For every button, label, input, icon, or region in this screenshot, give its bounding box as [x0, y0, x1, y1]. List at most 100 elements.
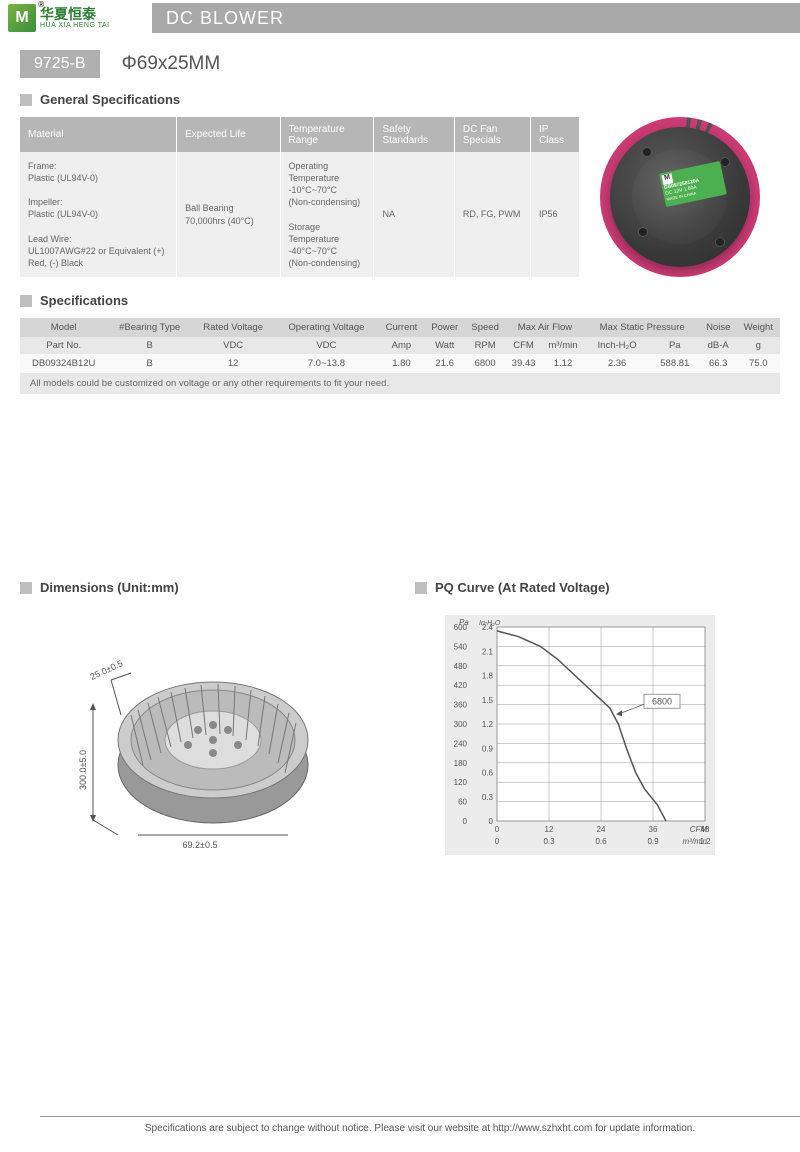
svg-text:0: 0	[495, 825, 500, 834]
spec-h1-9: Max Static Pressure	[584, 318, 699, 337]
dim-d2: 300.0±5.0	[77, 750, 87, 790]
svg-text:0.9: 0.9	[482, 744, 494, 753]
gen-td-life: Ball Bearing 70,000hrs (40°C)	[177, 152, 280, 277]
gen-th-life: Expected Life	[177, 117, 280, 152]
logo-en: HUA XIA HENG TAI	[40, 22, 110, 29]
gen-th-specials: DC Fan Specials	[454, 117, 530, 152]
spec-h2-9: Inch-H₂O	[584, 337, 649, 354]
screw-icon	[642, 147, 652, 157]
section-mark-icon	[415, 582, 427, 594]
spec-h2-2: VDC	[192, 337, 275, 354]
gen-td-safety: NA	[374, 152, 454, 277]
spec-td-5: 21.6	[425, 354, 465, 373]
spec-h2-0: Part No.	[20, 337, 107, 354]
svg-text:240: 240	[454, 739, 468, 748]
section-dim-head: Dimensions (Unit:mm)	[20, 580, 385, 595]
model-row: 9725-B Φ69x25MM	[20, 50, 780, 78]
screw-icon	[720, 157, 730, 167]
spec-note: All models could be customized on voltag…	[20, 373, 780, 394]
general-table: Material Expected Life Temperature Range…	[20, 117, 580, 277]
spec-td-9: 2.36	[584, 354, 649, 373]
spec-h1-1: #Bearing Type	[107, 318, 191, 337]
spec-table: Model #Bearing Type Rated Voltage Operat…	[20, 318, 780, 373]
spec-td-11: 66.3	[700, 354, 737, 373]
gen-td-material: Frame: Plastic (UL94V-0) Impeller: Plast…	[20, 152, 177, 277]
spec-td-3: 7.0~13.8	[274, 354, 378, 373]
svg-text:0: 0	[489, 817, 494, 826]
model-badge: 9725-B	[20, 50, 100, 78]
logo-cn: 华夏恒泰	[40, 7, 110, 21]
svg-text:0.9: 0.9	[647, 837, 659, 846]
section-general-head: General Specifications	[20, 92, 780, 107]
spec-h2-6: RPM	[465, 337, 506, 354]
spec-h1-4: Current	[378, 318, 424, 337]
spec-h1-3: Operating Voltage	[274, 318, 378, 337]
svg-text:0.3: 0.3	[482, 793, 494, 802]
footer-text: Specifications are subject to change wit…	[40, 1116, 800, 1134]
spec-h1-7: Max Air Flow	[506, 318, 585, 337]
spec-h2-3: VDC	[274, 337, 378, 354]
svg-text:1.5: 1.5	[482, 696, 494, 705]
screw-icon	[715, 237, 725, 247]
svg-text:0.6: 0.6	[482, 769, 494, 778]
svg-text:m³/min: m³/min	[683, 837, 708, 846]
spec-h2-7: CFM	[506, 337, 542, 354]
spec-td-7: 39.43	[506, 354, 542, 373]
spec-td-6: 6800	[465, 354, 506, 373]
spec-h2-4: Amp	[378, 337, 424, 354]
svg-text:24: 24	[597, 825, 606, 834]
svg-text:180: 180	[454, 759, 468, 768]
svg-text:12: 12	[545, 825, 554, 834]
section-pq-title: PQ Curve (At Rated Voltage)	[435, 580, 610, 595]
section-pq-head: PQ Curve (At Rated Voltage)	[415, 580, 780, 595]
svg-text:60: 60	[458, 798, 467, 807]
spec-h2-10: Pa	[650, 337, 700, 354]
header: M 华夏恒泰 HUA XIA HENG TAI DC BLOWER	[0, 0, 800, 36]
spec-td-4: 1.80	[378, 354, 424, 373]
svg-text:0.6: 0.6	[595, 837, 607, 846]
section-specs-title: Specifications	[40, 293, 128, 308]
svg-text:36: 36	[649, 825, 658, 834]
section-mark-icon	[20, 295, 32, 307]
svg-text:6800: 6800	[652, 696, 672, 706]
svg-text:120: 120	[454, 778, 468, 787]
spec-h2-12: g	[737, 337, 780, 354]
spec-h1-11: Noise	[700, 318, 737, 337]
svg-text:300: 300	[454, 720, 468, 729]
general-row: Material Expected Life Temperature Range…	[20, 117, 780, 277]
pq-chart-svg: 6005404804203603002401801206002.42.11.81…	[445, 615, 715, 855]
gen-th-ip: IP Class	[531, 117, 580, 152]
spec-td-0: DB09324B12U	[20, 354, 107, 373]
svg-text:0: 0	[463, 817, 468, 826]
gen-td-temp: Operating Temperature -10°C~70°C (Non-co…	[280, 152, 374, 277]
spec-h2-5: Watt	[425, 337, 465, 354]
section-dim-title: Dimensions (Unit:mm)	[40, 580, 179, 595]
screw-icon	[638, 227, 648, 237]
logo: M 华夏恒泰 HUA XIA HENG TAI	[0, 4, 152, 32]
spec-h2-11: dB-A	[700, 337, 737, 354]
dim-d3: 69.2±0.5	[183, 840, 218, 850]
logo-mark-icon: M	[8, 4, 36, 32]
spec-h1-2: Rated Voltage	[192, 318, 275, 337]
svg-text:2.1: 2.1	[482, 647, 494, 656]
spec-td-8: 1.12	[542, 354, 585, 373]
spec-td-2: 12	[192, 354, 275, 373]
svg-text:420: 420	[454, 681, 468, 690]
header-title: DC BLOWER	[152, 3, 800, 33]
svg-text:1.2: 1.2	[482, 720, 494, 729]
svg-text:CFM: CFM	[690, 825, 708, 834]
spec-h2-1: B	[107, 337, 191, 354]
spec-h1-0: Model	[20, 318, 107, 337]
dimension-drawing: 25.0±0.5 300.0±5.0 69.2±0.5	[63, 625, 343, 865]
fan-iso-icon	[63, 625, 343, 865]
svg-text:0: 0	[495, 837, 500, 846]
svg-text:0.3: 0.3	[543, 837, 555, 846]
section-specs-head: Specifications	[20, 293, 780, 308]
gen-td-ip: IP56	[531, 152, 580, 277]
gen-th-temp: Temperature Range	[280, 117, 374, 152]
svg-text:360: 360	[454, 701, 468, 710]
spec-h1-12: Weight	[737, 318, 780, 337]
svg-text:1.8: 1.8	[482, 672, 494, 681]
section-mark-icon	[20, 94, 32, 106]
svg-text:In-H₂O: In-H₂O	[479, 620, 501, 627]
